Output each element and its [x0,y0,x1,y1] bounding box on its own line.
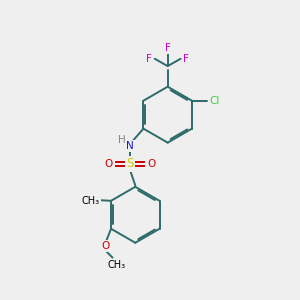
Text: F: F [165,43,171,53]
Text: N: N [126,141,134,151]
Text: S: S [127,158,134,170]
Text: O: O [105,159,113,169]
Text: H: H [118,134,126,145]
Text: F: F [183,54,189,64]
Text: CH₃: CH₃ [82,196,100,206]
Text: CH₃: CH₃ [107,260,125,270]
Text: F: F [146,54,152,64]
Text: Cl: Cl [210,96,220,106]
Text: O: O [147,159,155,169]
Text: O: O [101,241,109,251]
